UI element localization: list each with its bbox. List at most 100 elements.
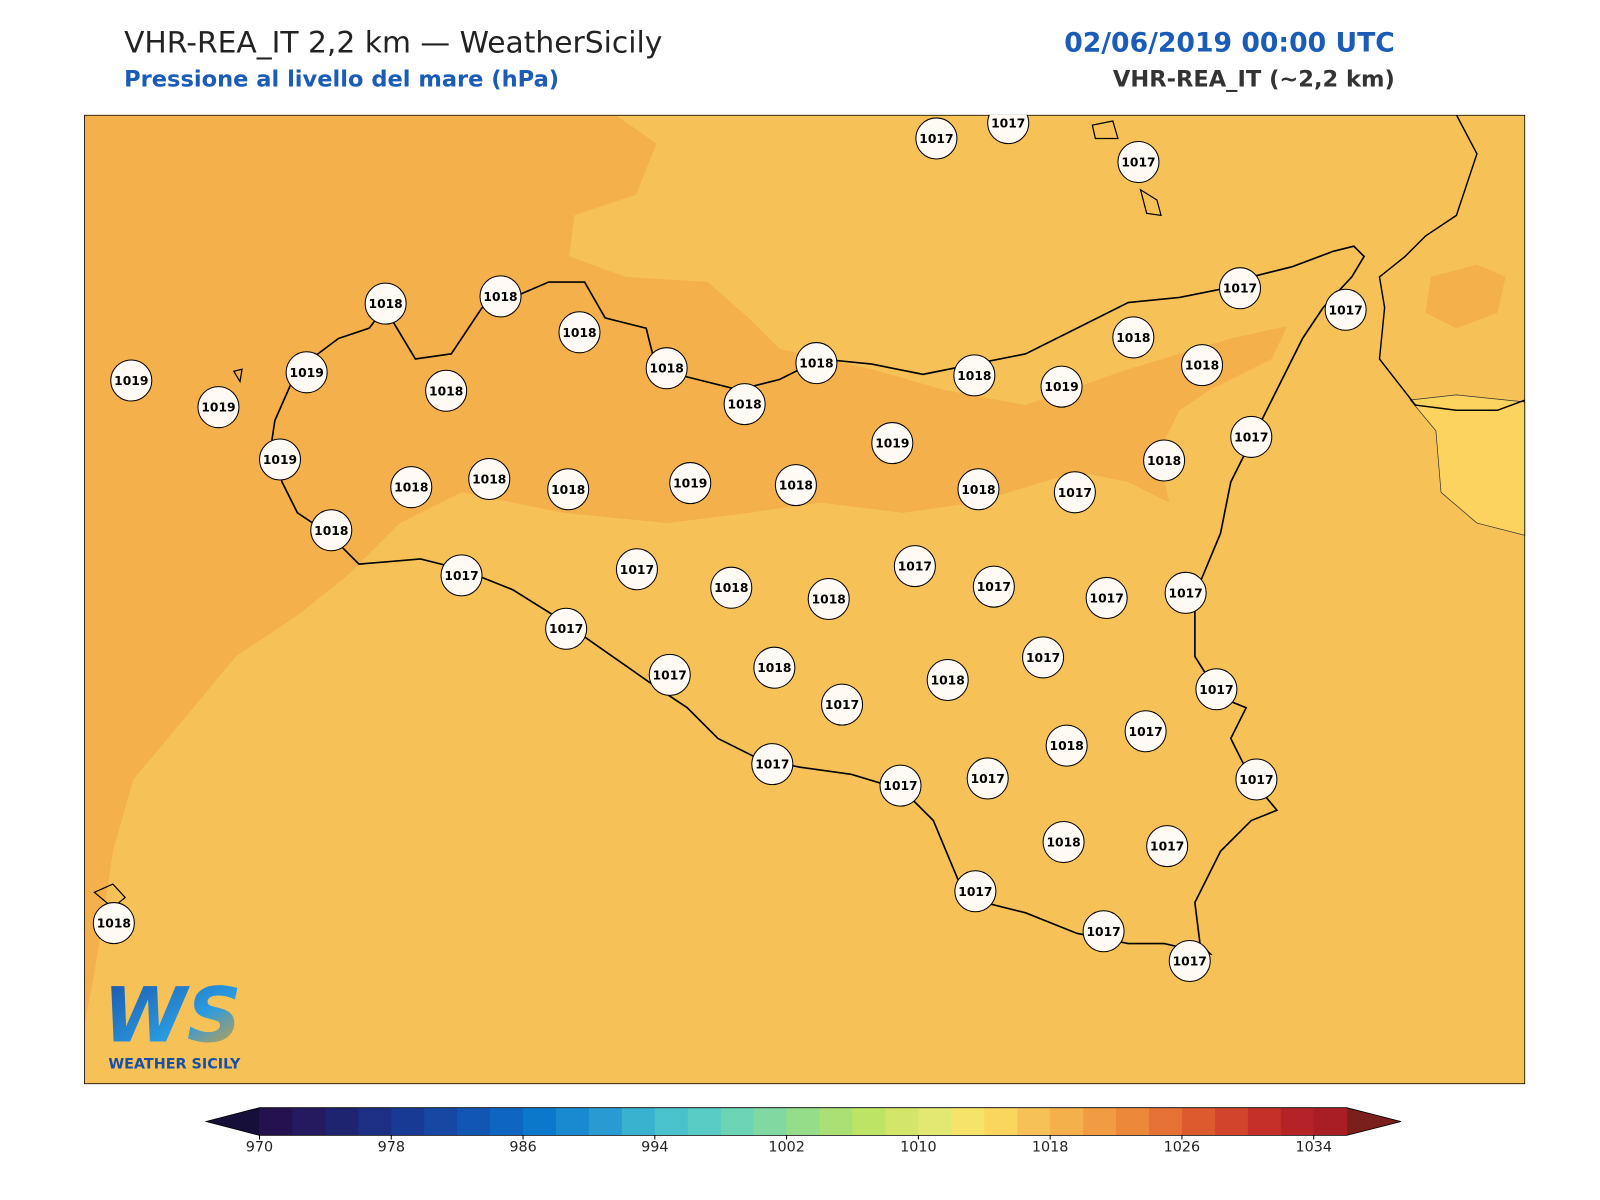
station: 1018 [753,646,796,689]
station-value: 1018 [931,674,965,688]
station: 1017 [954,870,997,913]
station-value: 1018 [1050,739,1084,753]
station-value: 1019 [673,477,707,491]
logo-mark: WS [103,971,241,1059]
station-marker [558,311,601,354]
colorbar-bin [786,1107,821,1136]
station-marker [926,658,969,702]
station: 1018 [1143,439,1186,482]
station: 1017 [615,548,658,591]
station: 1018 [1042,821,1085,864]
stations: 1017 1017 1017 1018 1018 1018 1019 1019 1019 1018… [92,114,1367,983]
station: 1019 [285,351,328,394]
station: 1017 [440,554,483,597]
station-marker [648,653,691,696]
station-value: 1017 [1090,591,1124,605]
station-marker [821,683,864,726]
station-value: 1017 [1086,925,1120,939]
station-marker [987,114,1030,145]
station: 1018 [795,342,838,385]
station-value: 1018 [812,593,846,607]
station-marker [615,548,658,591]
station-value: 1018 [779,479,813,493]
station-marker [1218,267,1262,310]
model: VHR-REA_IT (~2,2 km) [1113,67,1395,93]
station-marker [440,554,483,597]
colorbar-bin [1116,1107,1150,1136]
station-marker [1235,758,1278,801]
colorbar-bin [292,1107,326,1136]
colorbar-tick-label: 1034 [1295,1140,1332,1156]
station: 1017 [1085,576,1128,619]
station-value: 1019 [201,401,235,415]
colorbar-bin [1313,1107,1348,1136]
station-marker [545,607,588,650]
colorbar-bin [1280,1107,1315,1136]
station: 1018 [723,383,766,426]
colorbar-over [1346,1107,1402,1136]
station-value: 1018 [483,290,517,304]
station-marker [197,386,240,429]
station-marker [1085,576,1128,619]
station-value: 1017 [1173,955,1207,969]
station: 1017 [915,117,958,160]
station-marker [1117,141,1160,184]
pressure-field-high [84,114,1288,1026]
station-value: 1018 [369,297,403,311]
logo-name: WEATHER SICILY [108,1057,241,1073]
subtitle: Pressione al livello del mare (hPa) [124,67,559,93]
station-value: 1018 [799,357,833,371]
station-marker [92,902,135,945]
station-value: 1018 [1147,454,1181,468]
station-value: 1017 [1223,282,1257,296]
colorbar-bin [819,1107,854,1136]
colorbar-bin [918,1107,952,1136]
station-value: 1017 [971,772,1005,786]
colorbar-bin [424,1107,458,1136]
station-marker [710,566,753,609]
station-marker [1324,288,1367,331]
station-marker [972,565,1015,608]
station-value: 1017 [1169,586,1203,600]
station-value: 1017 [1121,156,1155,170]
station-value: 1018 [714,581,748,595]
station: 1018 [479,275,522,318]
colorbar-bin [588,1107,623,1136]
station: 1018 [807,577,850,620]
station-value: 1018 [757,661,791,675]
islands [93,120,1162,909]
station-value: 1017 [1129,725,1163,739]
station-value: 1017 [1199,683,1233,697]
station-value: 1017 [444,569,478,583]
colorbar-under [206,1107,260,1136]
station-marker [1124,710,1167,753]
datetime: 02/06/2019 00:00 UTC [1064,28,1395,59]
station-value: 1018 [1116,331,1150,345]
station-marker [547,468,590,511]
station-marker [807,577,850,620]
station-marker [1045,724,1088,767]
colorbar-bin [523,1107,557,1136]
station: 1019 [258,438,302,481]
title: VHR-REA_IT 2,2 km — WeatherSicily [124,26,662,61]
station-value: 1017 [1239,773,1273,787]
colorbar-bin [753,1107,788,1136]
station: 1018 [645,347,688,390]
station-marker [893,545,936,588]
station-marker [751,743,794,786]
colorbar-bin [1017,1107,1051,1136]
station: 1017 [1082,910,1125,953]
station-value: 1017 [755,758,789,772]
station: 1017 [966,757,1009,800]
colorbar-tick-label: 1010 [900,1140,937,1156]
station: 1018 [953,354,996,397]
colorbar-bin [852,1107,886,1136]
station-marker [1143,439,1186,482]
station-value: 1018 [562,326,596,340]
colorbar-tick-label: 994 [641,1140,668,1156]
station: 1018 [547,468,590,511]
station-value: 1018 [429,384,463,398]
station-marker [879,764,922,807]
station-marker [915,117,958,160]
colorbar-bin [391,1107,425,1136]
